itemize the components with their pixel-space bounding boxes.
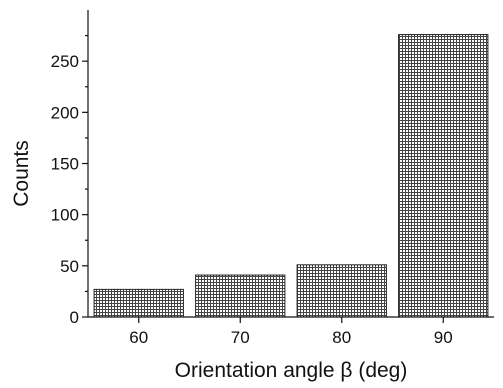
plot-area [93,34,489,318]
bar-80 [296,264,387,318]
x-axis-ticks: 60 70 80 90 [129,317,453,347]
bar-60 [93,288,184,318]
y-axis-label: Counts [10,140,33,207]
y-axis-ticks: 0 50 100 150 200 250 [51,34,88,327]
x-tick-label: 80 [332,328,351,347]
y-tick-label: 250 [51,52,79,71]
bar-70 [195,274,286,318]
y-tick-label: 0 [70,308,79,327]
x-axis-label: Orientation angle β (deg) [175,359,408,382]
y-tick-label: 100 [51,206,79,225]
bar-90 [398,34,489,318]
y-tick-label: 200 [51,103,79,122]
y-tick-label: 150 [51,155,79,174]
x-tick-label: 90 [434,328,453,347]
x-tick-label: 60 [129,328,148,347]
y-tick-label: 50 [60,257,79,276]
x-tick-label: 70 [231,328,250,347]
